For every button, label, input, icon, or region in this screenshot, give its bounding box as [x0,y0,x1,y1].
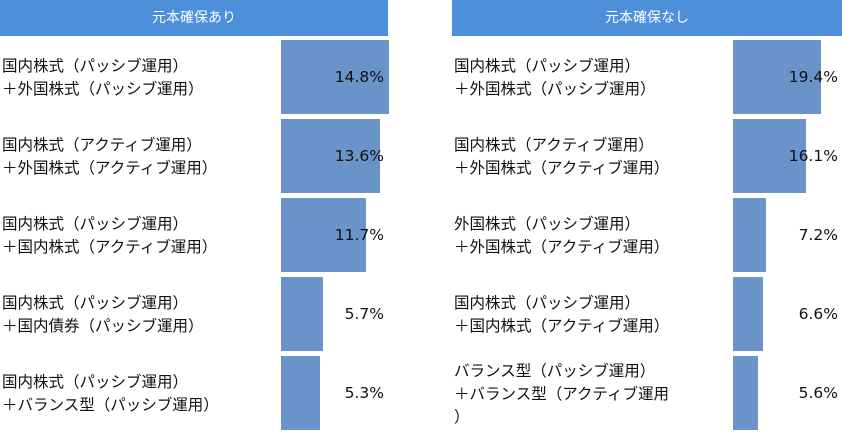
chart-panel-left: 元本確保あり 国内株式（パッシブ運用） ＋外国株式（パッシブ運用） 14.8% 国内株… [0,0,389,435]
category-label-line: 国内株式（パッシブ運用） [2,373,189,391]
category-label-line: 国内株式（パッシブ運用） [2,215,189,233]
bar [281,119,380,193]
category-label-line: ＋国内株式（アクティブ運用） [2,238,218,256]
category-label-line: 国内株式（パッシブ運用） [454,57,641,75]
category-label-line: 外国株式（パッシブ運用） [454,215,641,233]
value-label: 6.6% [798,305,838,323]
category-label-line: ＋バランス型（アクティブ運用 [454,385,669,403]
category-label-line: 国内株式（パッシブ運用） [2,57,189,75]
category-label-line: ＋バランス型（パッシブ運用） [2,396,219,414]
chart-title: 元本確保あり [0,0,388,36]
chart-title: 元本確保なし [452,0,842,36]
value-label: 5.3% [344,384,384,402]
category-label: 国内株式（アクティブ運用） ＋外国株式（アクティブ運用） [454,134,669,180]
category-label: 国内株式（パッシブ運用） ＋バランス型（パッシブ運用） [2,371,219,417]
category-label: 国内株式（パッシブ運用） ＋国内株式（アクティブ運用） [454,292,669,338]
chart-panel-right: 元本確保なし 国内株式（パッシブ運用） ＋外国株式（パッシブ運用） 19.4% 国内株… [452,0,842,435]
category-label-line: ＋外国株式（パッシブ運用） [2,80,204,98]
category-label-line: ＋外国株式（アクティブ運用） [2,159,218,177]
category-label: 国内株式（パッシブ運用） ＋国内債券（パッシブ運用） [2,292,204,338]
category-label-line: 国内株式（パッシブ運用） [2,294,189,312]
value-label: 5.6% [798,384,838,402]
bar [733,119,806,193]
chart-row: 外国株式（パッシブ運用） ＋外国株式（アクティブ運用） 7.2% [452,198,842,272]
value-label: 16.1% [788,147,838,165]
bar [281,277,323,351]
chart-row: 国内株式（パッシブ運用） ＋国内株式（アクティブ運用） 11.7% [0,198,388,272]
category-label: 国内株式（パッシブ運用） ＋外国株式（パッシブ運用） [454,55,656,101]
category-label-line: バランス型（パッシブ運用） [454,362,656,380]
value-label: 11.7% [334,226,384,244]
category-label: 国内株式（アクティブ運用） ＋外国株式（アクティブ運用） [2,134,217,180]
chart-row: 国内株式（パッシブ運用） ＋外国株式（パッシブ運用） 14.8% [0,40,389,114]
category-label: 国内株式（パッシブ運用） ＋国内株式（アクティブ運用） [2,213,217,259]
value-label: 13.6% [334,147,384,165]
category-label: 国内株式（パッシブ運用） ＋外国株式（パッシブ運用） [2,55,204,101]
category-label: 外国株式（パッシブ運用） ＋外国株式（アクティブ運用） [454,213,669,259]
bar [281,356,320,430]
bar [733,356,758,430]
category-label-line: 国内株式（アクティブ運用） [454,136,654,154]
value-label: 5.7% [344,305,384,323]
chart-row: バランス型（パッシブ運用） ＋バランス型（アクティブ運用 ） 5.6% [452,356,842,430]
category-label-line: ＋外国株式（パッシブ運用） [454,80,656,98]
chart-row: 国内株式（パッシブ運用） ＋国内債券（パッシブ運用） 5.7% [0,277,388,351]
bar [281,40,389,114]
chart-row: 国内株式（パッシブ運用） ＋外国株式（パッシブ運用） 19.4% [452,40,842,114]
category-label-line: ＋国内債券（パッシブ運用） [2,317,204,335]
chart-row: 国内株式（アクティブ運用） ＋外国株式（アクティブ運用） 16.1% [452,119,842,193]
value-label: 14.8% [334,68,384,86]
bar [281,198,366,272]
category-label-line: ） [454,408,470,426]
bar [733,198,766,272]
category-label-line: ＋国内株式（アクティブ運用） [454,317,670,335]
value-label: 7.2% [798,226,838,244]
chart-row: 国内株式（パッシブ運用） ＋バランス型（パッシブ運用） 5.3% [0,356,388,430]
bar [733,277,763,351]
category-label-line: 国内株式（アクティブ運用） [2,136,202,154]
bar [733,40,821,114]
chart-row: 国内株式（アクティブ運用） ＋外国株式（アクティブ運用） 13.6% [0,119,388,193]
category-label-line: ＋外国株式（アクティブ運用） [454,159,670,177]
value-label: 19.4% [788,68,838,86]
category-label: バランス型（パッシブ運用） ＋バランス型（アクティブ運用 ） [454,360,669,429]
chart-row: 国内株式（パッシブ運用） ＋国内株式（アクティブ運用） 6.6% [452,277,842,351]
category-label-line: 国内株式（パッシブ運用） [454,294,641,312]
category-label-line: ＋外国株式（アクティブ運用） [454,238,670,256]
